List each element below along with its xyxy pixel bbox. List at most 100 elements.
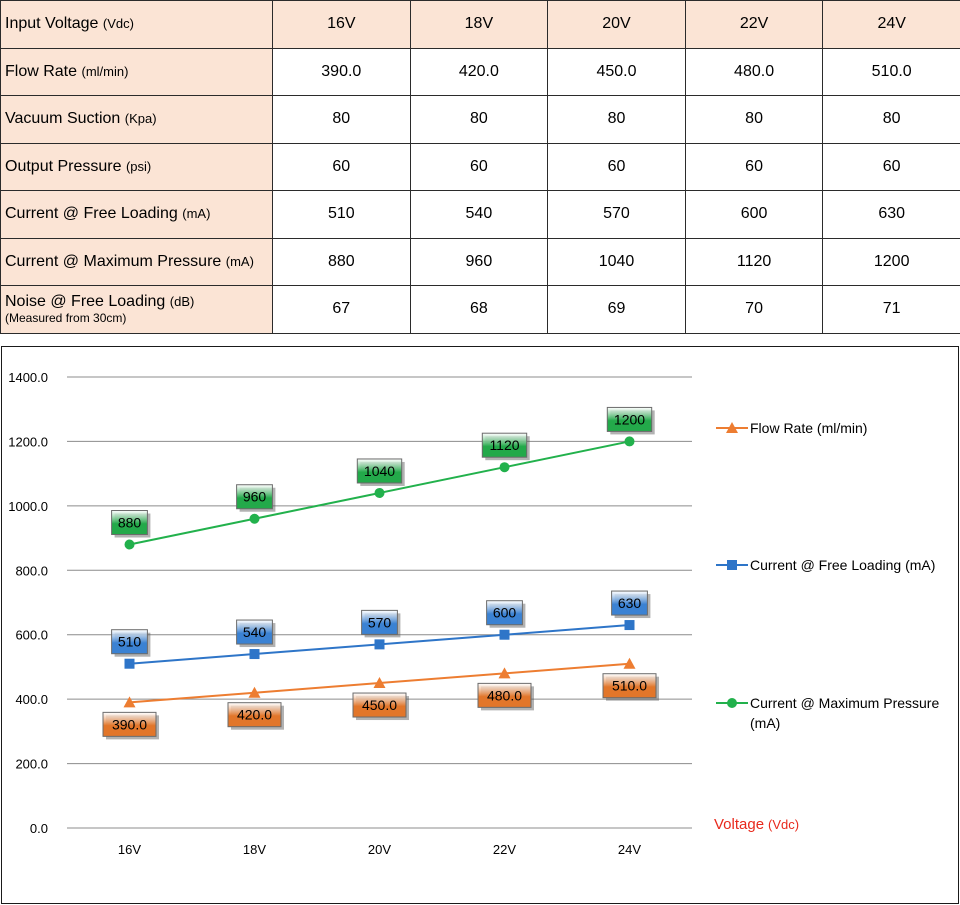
legend-label: Flow Rate (ml/min) [750, 420, 867, 436]
row-label: Input Voltage (Vdc) [0, 0, 273, 49]
x-tick-label: 24V [618, 842, 641, 857]
table-cell: 80 [822, 95, 960, 144]
data-label-box [236, 484, 273, 510]
row-label: Noise @ Free Loading (dB) (Measured from … [0, 285, 273, 334]
table-cell: 1120 [684, 237, 824, 286]
table-cell: 880 [272, 237, 411, 286]
table-row: Output Pressure (psi) 60 60 60 60 60 [0, 142, 960, 191]
series-1: 510 540 570 600 630 [111, 590, 651, 669]
data-point [248, 686, 261, 698]
x-tick-label: 20V [368, 842, 391, 857]
row-label: Current @ Free Loading (mA) [0, 190, 273, 239]
table-cell: 80 [272, 95, 411, 144]
table-cell: 80 [684, 95, 824, 144]
data-label: 540 [243, 624, 267, 640]
row-label: Output Pressure (psi) [0, 142, 273, 191]
table-cell: 960 [409, 237, 549, 286]
table-cell: 80 [547, 95, 686, 144]
column-header: 18V [409, 0, 549, 49]
row-label-main: Output Pressure (psi) [5, 158, 151, 175]
data-label-box [361, 609, 398, 635]
data-point [249, 649, 260, 660]
y-tick-label: 1000.0 [8, 499, 48, 514]
table-cell: 70 [684, 285, 824, 334]
data-label: 1120 [489, 437, 519, 453]
table-cell: 60 [684, 142, 824, 191]
data-label-box [111, 629, 148, 655]
row-label-main: Current @ Maximum Pressure (mA) [5, 253, 254, 270]
table-cell: 1040 [547, 237, 686, 286]
row-note: (Measured from 30cm) [5, 311, 127, 326]
data-label-box [356, 458, 403, 484]
table-cell: 60 [409, 142, 549, 191]
legend-item: Current @ Maximum Pressure (mA) [716, 695, 939, 731]
table-row: Vacuum Suction (Kpa) 80 80 80 80 80 [0, 95, 960, 144]
table-cell: 60 [272, 142, 411, 191]
x-tick-label: 18V [243, 842, 266, 857]
data-label: 630 [618, 595, 642, 611]
table-cell: 420.0 [409, 47, 549, 96]
data-label-box [611, 590, 648, 616]
row-label-text: Flow Rate [5, 62, 78, 80]
data-label-box [111, 510, 148, 536]
data-label: 880 [118, 515, 142, 531]
data-point [124, 539, 135, 550]
data-point [498, 667, 511, 679]
y-tick-label: 800.0 [15, 563, 48, 578]
data-point [499, 629, 510, 640]
row-label-main: Vacuum Suction (Kpa) [5, 110, 157, 127]
data-label: 420.0 [237, 707, 272, 723]
series-2: 880 960 1040 1120 1200 [111, 406, 655, 550]
table-row: Noise @ Free Loading (dB) (Measured from … [0, 285, 960, 334]
table-cell: 630 [822, 190, 960, 239]
column-header: 20V [547, 0, 686, 49]
chart-area: 0.0 200.0 400.0 600.0 800.0 1000.0 1200.0 1400.… [1, 346, 959, 904]
row-label-text: Current @ Free Loading [5, 205, 178, 223]
row-label-main: Flow Rate (ml/min) [5, 63, 128, 80]
legend-item: Current @ Free Loading (mA) [716, 557, 935, 573]
line-chart: 0.0 200.0 400.0 600.0 800.0 1000.0 1200.0 1400.… [8, 370, 939, 857]
table-cell: 480.0 [684, 47, 824, 96]
table-cell: 68 [409, 285, 549, 334]
data-point [727, 560, 737, 570]
legend-label: Current @ Maximum Pressure (mA) [750, 695, 939, 731]
data-label-box [477, 682, 532, 708]
y-tick-label: 1200.0 [8, 434, 48, 449]
data-label: 510 [118, 634, 142, 650]
data-label: 1040 [364, 463, 395, 479]
table-cell: 450.0 [547, 47, 686, 96]
data-label-box [352, 692, 407, 718]
data-label-box [102, 711, 157, 737]
table-cell: 390.0 [272, 47, 411, 96]
x-tick-label: 16V [118, 842, 141, 857]
data-point [726, 422, 738, 433]
y-tick-label: 600.0 [15, 628, 48, 643]
data-label: 1200 [614, 411, 645, 427]
row-label-main: Noise @ Free Loading (dB) [5, 293, 268, 311]
table-cell: 510 [272, 190, 411, 239]
data-point [727, 698, 737, 708]
row-label: Vacuum Suction (Kpa) [0, 95, 273, 144]
column-header: 22V [684, 0, 824, 49]
data-point [374, 639, 385, 650]
row-unit: (mA) [182, 206, 211, 222]
data-label-box [486, 600, 523, 626]
data-label: 450.0 [362, 697, 397, 713]
data-point [624, 620, 635, 631]
row-label-text: Vacuum Suction [5, 110, 121, 128]
data-point [249, 513, 260, 524]
row-unit: (dB) [169, 294, 195, 310]
row-unit: (Vdc) [102, 16, 134, 32]
data-point [373, 677, 386, 689]
table-cell: 600 [684, 190, 824, 239]
row-unit: (psi) [125, 158, 152, 174]
legend-item: Flow Rate (ml/min) [716, 420, 867, 436]
table-cell: 60 [547, 142, 686, 191]
row-label-text: Output Pressure [5, 157, 122, 175]
row-label-main: Current @ Free Loading (mA) [5, 205, 210, 222]
data-label: 600 [493, 605, 517, 621]
data-point [623, 657, 636, 669]
data-point [124, 658, 135, 669]
column-header: 16V [272, 0, 411, 49]
data-point [624, 436, 635, 447]
